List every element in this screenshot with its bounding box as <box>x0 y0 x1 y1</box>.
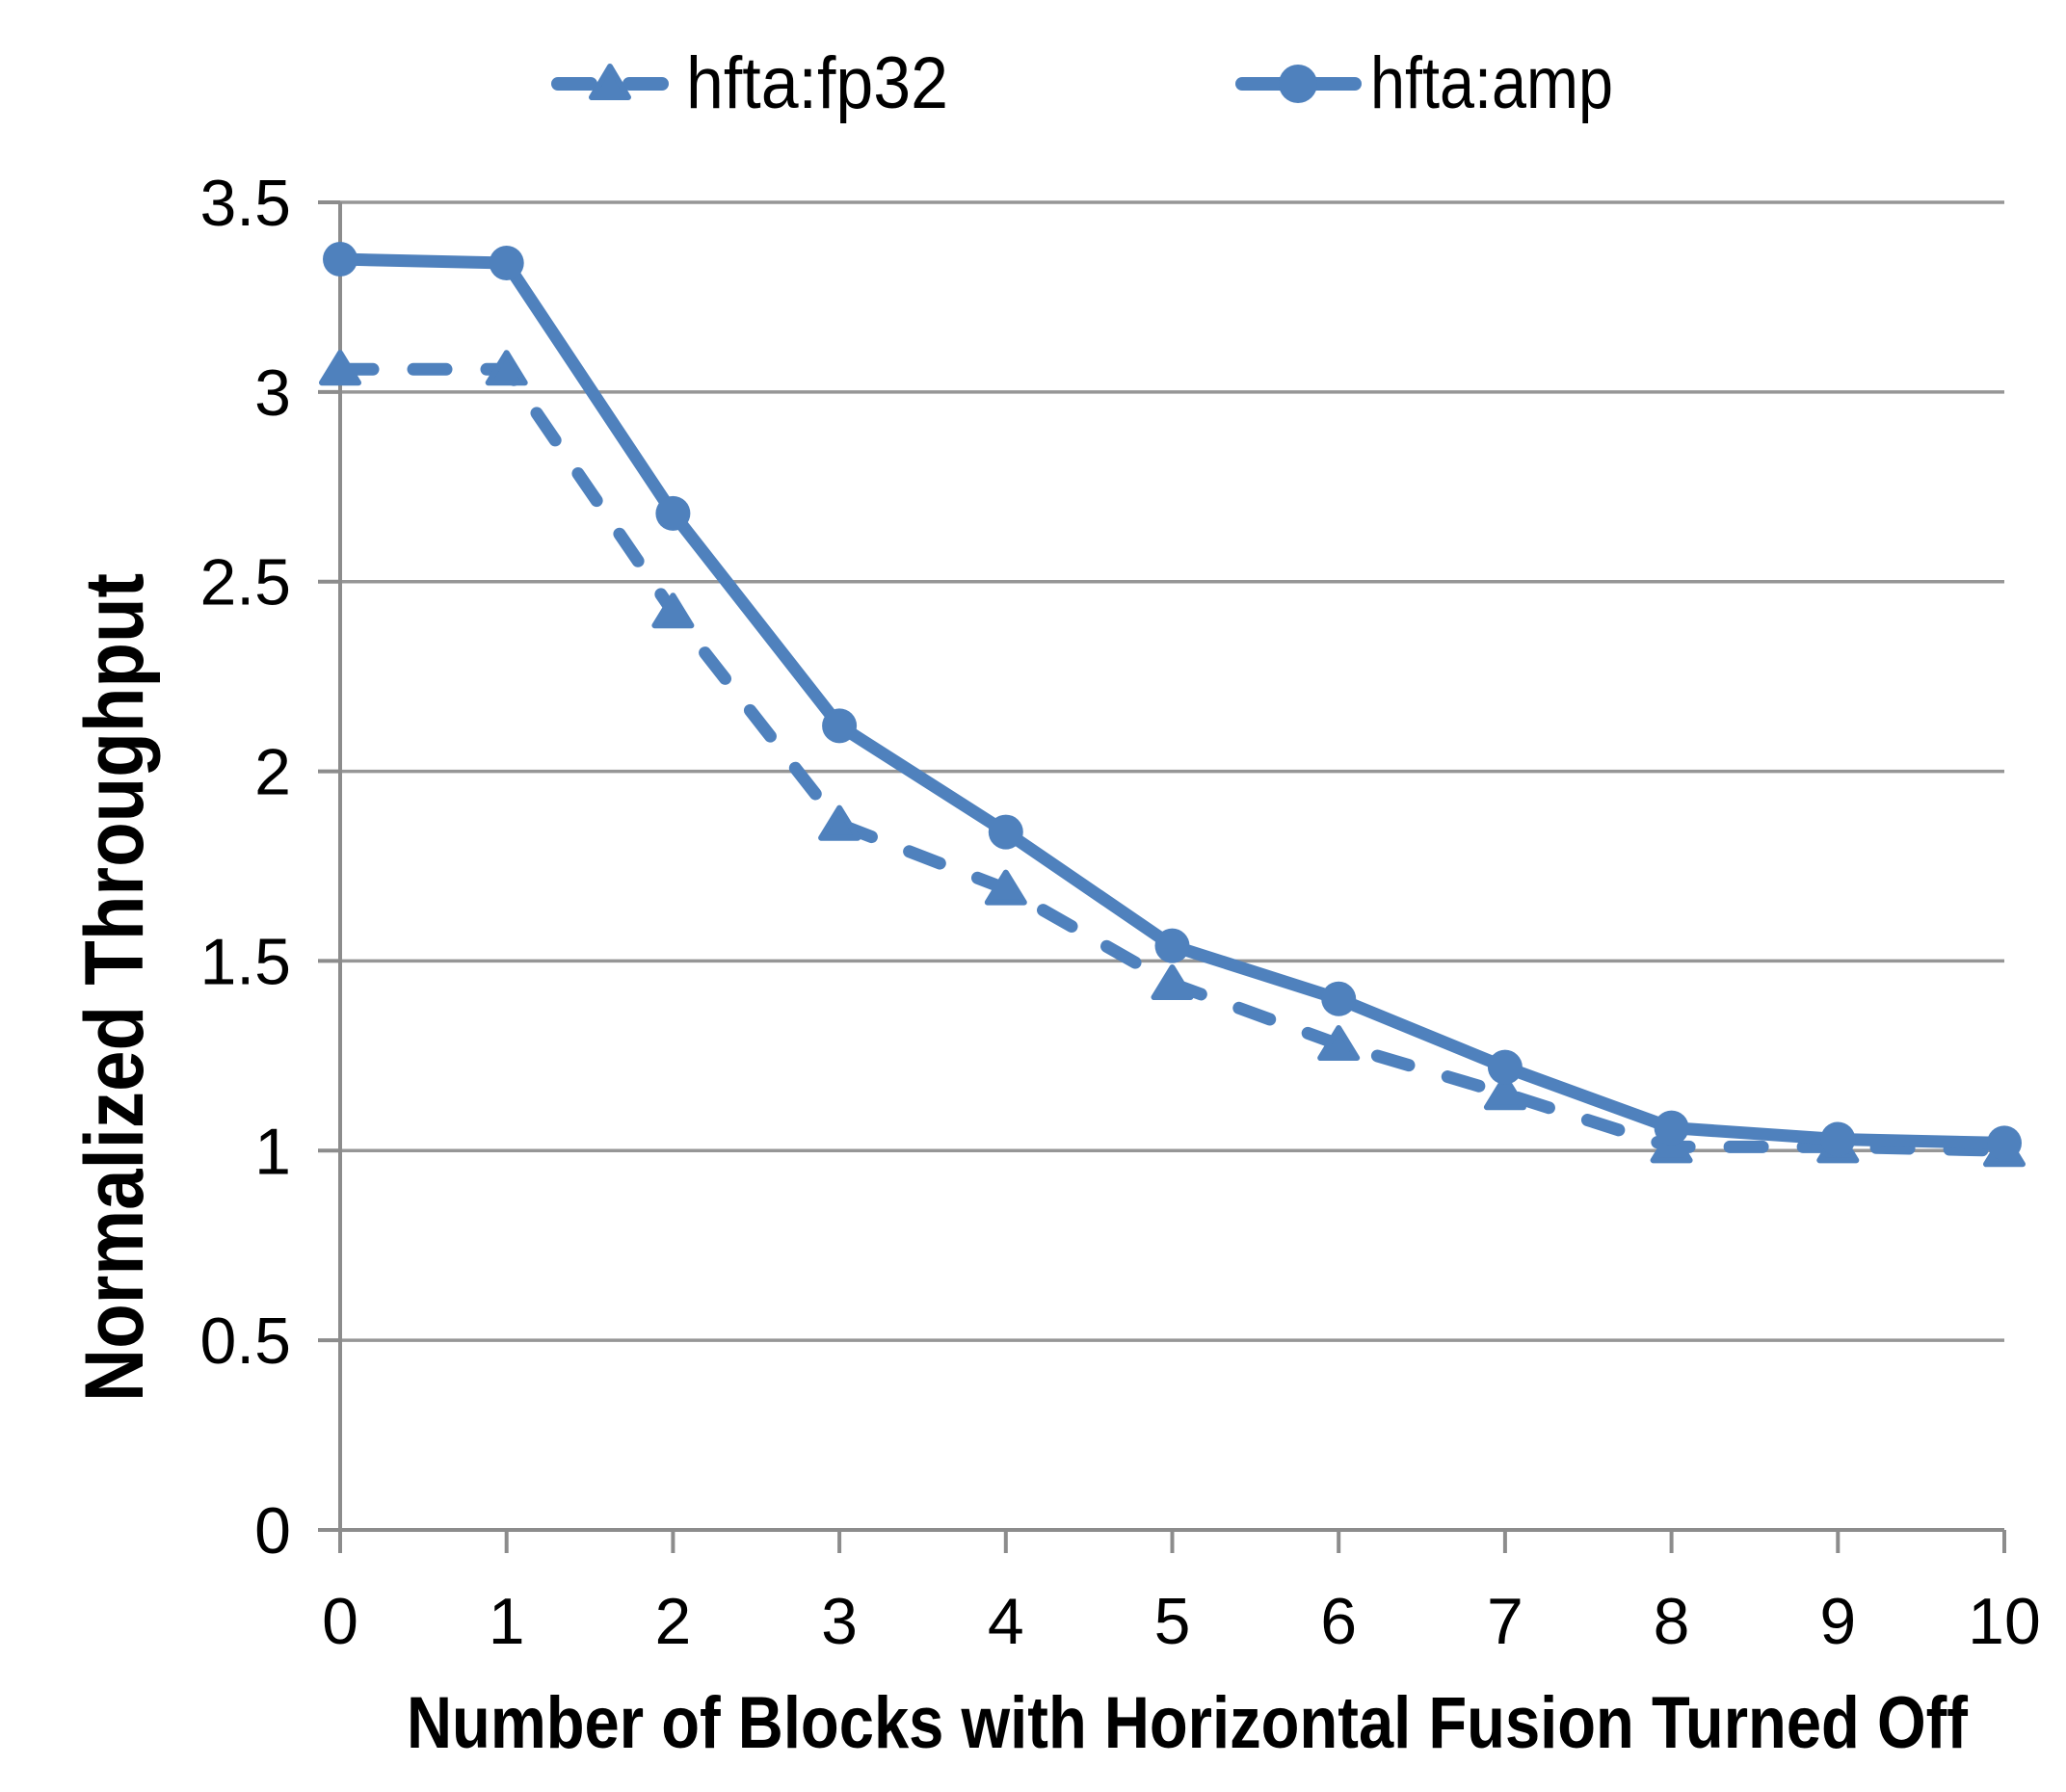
marker-circle-7 <box>1487 1049 1523 1085</box>
marker-triangle-7 <box>1483 1074 1526 1111</box>
marker-circle-1 <box>489 245 524 280</box>
marker-triangle-5 <box>1151 964 1194 1001</box>
series-line-hfta-fp32 <box>333 362 2011 1157</box>
x-tick-label: 1 <box>489 1585 525 1658</box>
x-tick-label: 10 <box>1968 1585 2041 1658</box>
x-tick-label: 0 <box>322 1585 358 1658</box>
marker-circle-5 <box>1154 928 1190 963</box>
y-tick-label: 3 <box>254 356 291 430</box>
marker-circle-9 <box>1820 1121 1856 1157</box>
y-tick-label: 0.5 <box>199 1304 291 1378</box>
y-tick-label: 2 <box>254 736 291 809</box>
legend-label-amp: hfta:amp <box>1370 42 1613 124</box>
marker-triangle-0 <box>319 350 361 386</box>
y-axis-title: Normalized Throughput <box>68 573 161 1402</box>
marker-circle-0 <box>323 242 358 277</box>
x-tick-label: 6 <box>1320 1585 1357 1658</box>
marker-triangle-4 <box>984 869 1027 906</box>
marker-circle-2 <box>655 495 691 531</box>
x-tick-label: 2 <box>654 1585 691 1658</box>
x-tick-label: 4 <box>988 1585 1024 1658</box>
x-tick-label: 8 <box>1654 1585 1690 1658</box>
x-tick-label: 9 <box>1819 1585 1856 1658</box>
amp-circle-marker-icon <box>1279 65 1317 103</box>
y-tick-label: 1.5 <box>199 925 291 998</box>
y-tick-label: 2.5 <box>199 546 291 619</box>
marker-triangle-8 <box>1650 1127 1693 1164</box>
y-tick-label: 1 <box>254 1115 291 1188</box>
legend: hfta:fp32 hfta:amp <box>551 42 1613 124</box>
marker-circle-4 <box>988 814 1023 850</box>
marker-circle-3 <box>822 708 858 744</box>
x-tick-label: 7 <box>1487 1585 1523 1658</box>
marker-triangle-6 <box>1317 1025 1361 1062</box>
marker-circle-10 <box>1987 1125 2022 1161</box>
y-tick-label: 0 <box>254 1494 291 1568</box>
marker-triangle-1 <box>485 350 528 386</box>
plot-area: 0 0.5 1 1.5 2 2.5 3 3.5 0 1 2 3 4 5 6 7 8 9 10 <box>199 167 2040 1658</box>
marker-circle-8 <box>1654 1110 1689 1146</box>
x-tick-label: 3 <box>821 1585 858 1658</box>
legend-label-fp32: hfta:fp32 <box>686 42 948 124</box>
marker-triangle-2 <box>651 593 695 629</box>
x-tick-label: 5 <box>1154 1585 1191 1658</box>
x-axis-title: Number of Blocks with Horizontal Fusion … <box>407 1682 1969 1764</box>
legend-item-fp32: hfta:fp32 <box>551 42 948 124</box>
fp32-triangle-marker-icon <box>589 64 631 100</box>
marker-triangle-3 <box>818 804 861 841</box>
y-tick-label: 3.5 <box>199 167 291 240</box>
legend-item-amp: hfta:amp <box>1235 42 1613 124</box>
marker-circle-6 <box>1321 981 1357 1016</box>
